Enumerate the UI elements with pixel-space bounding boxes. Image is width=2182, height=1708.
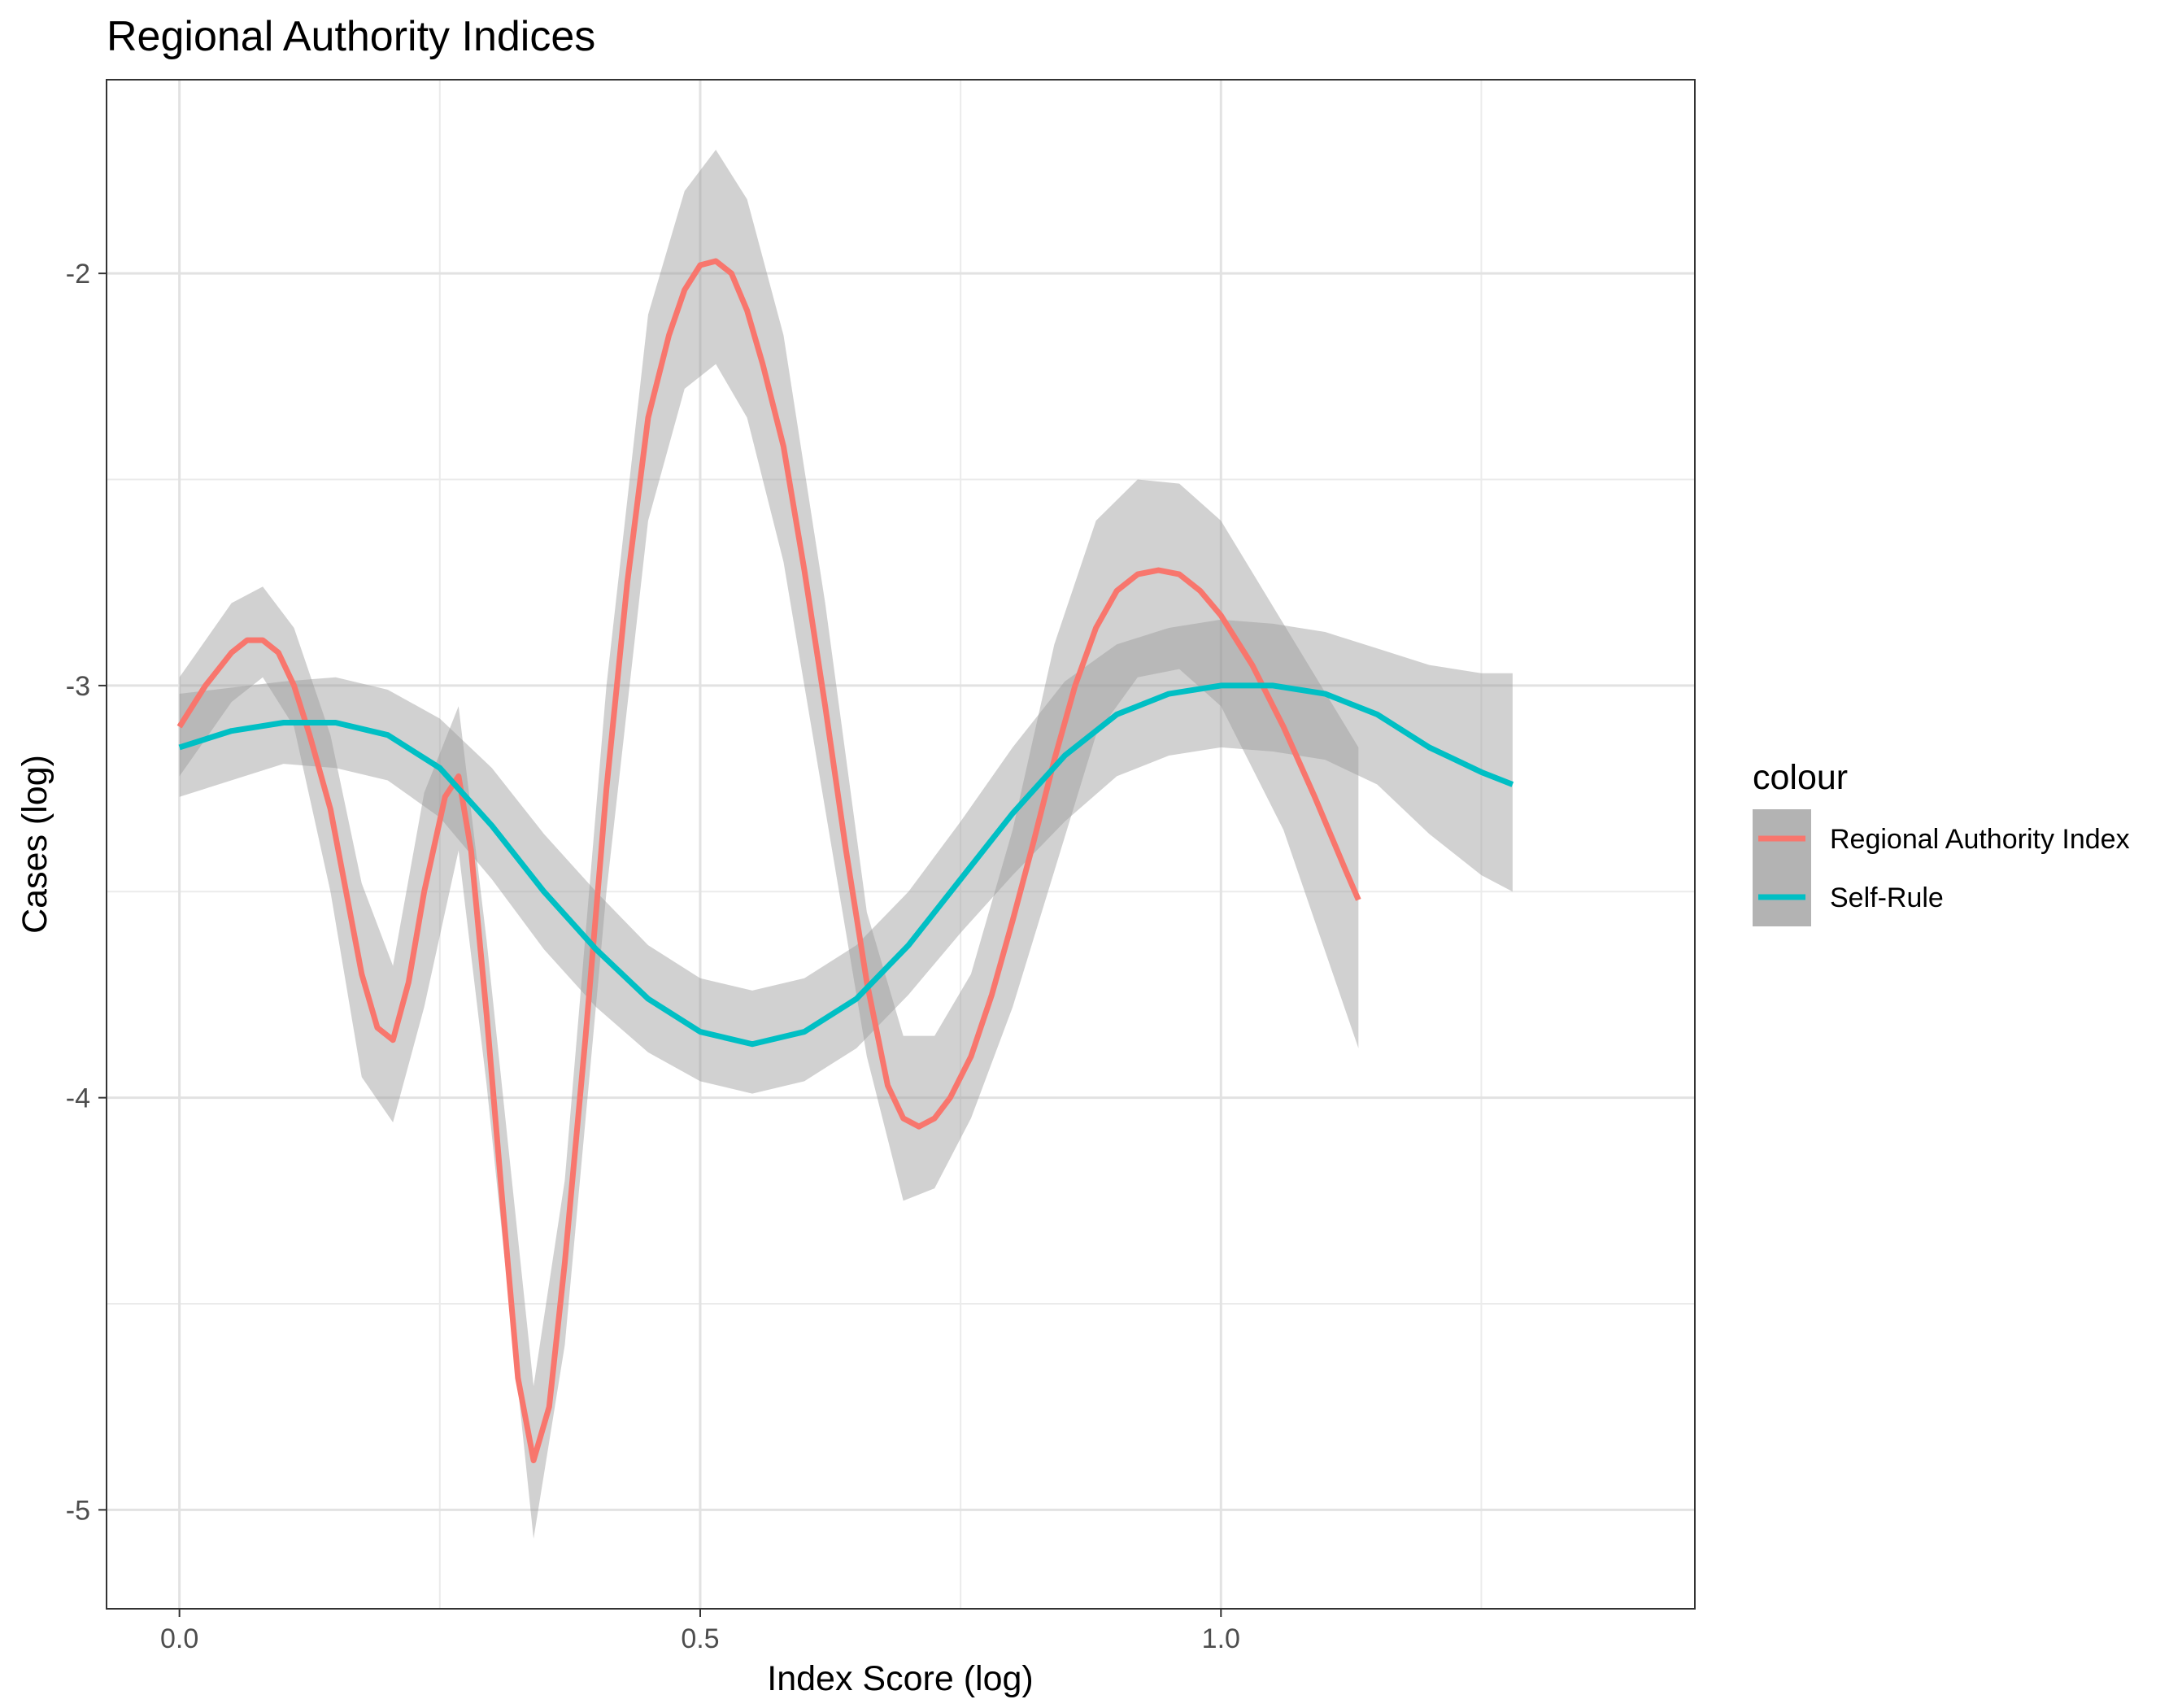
band-series-0	[179, 150, 1359, 1539]
grid-major	[107, 80, 1695, 1609]
grid-minor	[107, 80, 1695, 1609]
x-axis: 0.0 0.5 1.0	[160, 1609, 1240, 1654]
band-series-1	[179, 619, 1513, 1094]
y-tick-label-1: -4	[66, 1083, 90, 1114]
legend-label-1: Self-Rule	[1830, 882, 1944, 913]
y-axis: -5 -4 -3 -2	[66, 259, 107, 1526]
confidence-bands	[179, 150, 1513, 1539]
y-tick-label-0: -5	[66, 1495, 90, 1526]
legend: colour Regional Authority Index Self-Rule	[1753, 758, 2130, 926]
x-tick-label-2: 1.0	[1202, 1623, 1240, 1654]
line-series-1	[178, 682, 1514, 1048]
line-series-0	[176, 258, 1361, 1464]
series-lines	[176, 258, 1514, 1464]
x-tick-label-0: 0.0	[160, 1623, 198, 1654]
y-tick-label-3: -2	[66, 259, 90, 290]
x-tick-label-1: 0.5	[681, 1623, 719, 1654]
chart-title: Regional Authority Indices	[107, 13, 595, 60]
panel-background	[107, 80, 1695, 1609]
legend-title: colour	[1753, 758, 1848, 797]
y-axis-title: Cases (log)	[15, 755, 54, 934]
legend-label-0: Regional Authority Index	[1830, 824, 2130, 855]
x-axis-title: Index Score (log)	[767, 1659, 1033, 1698]
panel-border	[106, 79, 1696, 1610]
y-tick-label-2: -3	[66, 671, 90, 702]
